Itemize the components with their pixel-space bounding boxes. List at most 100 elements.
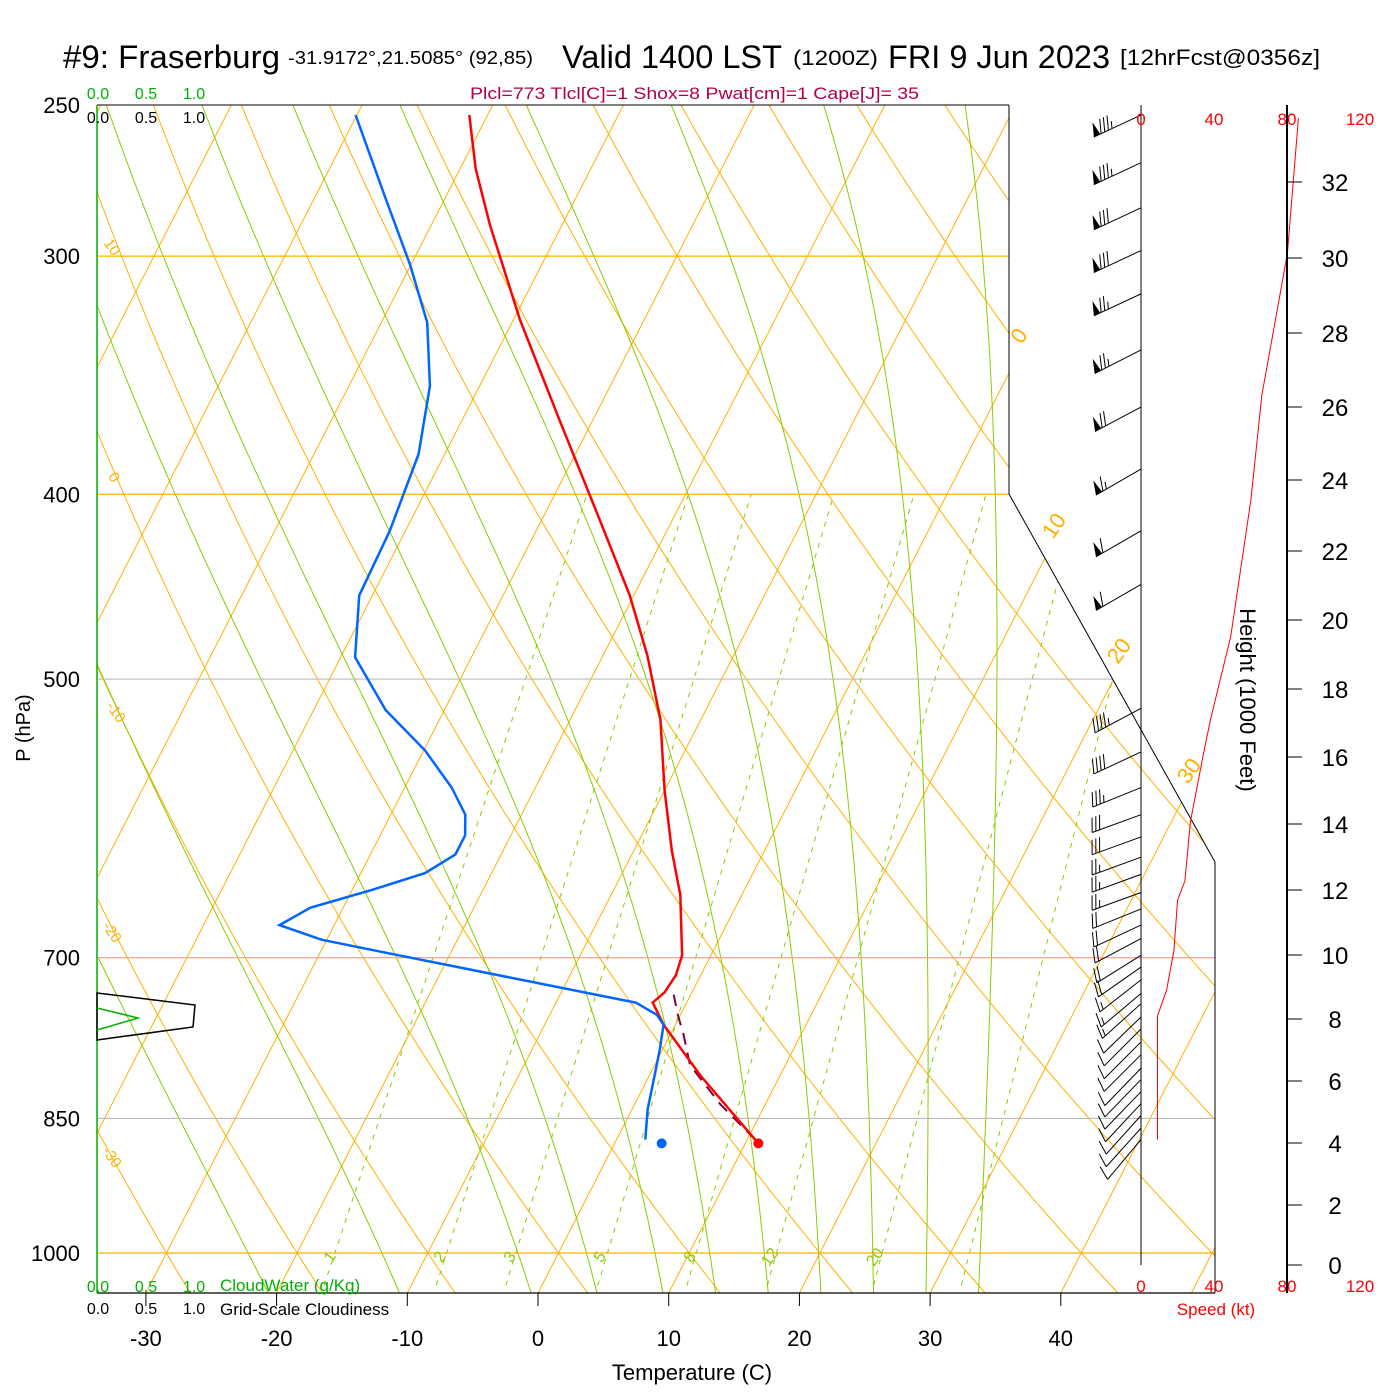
- barb-staff: [1091, 856, 1142, 876]
- barb-full: [1095, 1012, 1102, 1028]
- barb-staff: [1093, 162, 1142, 186]
- isotherm-line: [97, 105, 511, 1293]
- barb-flag: [1092, 214, 1101, 230]
- barb-full: [1099, 714, 1103, 730]
- barb-full: [1098, 1128, 1106, 1142]
- wind-barb: [1097, 1041, 1142, 1080]
- cloud-scale-label: 1.0: [183, 1279, 205, 1296]
- barb-full: [1099, 476, 1104, 492]
- mixing-ratio-line: [873, 494, 1082, 1286]
- temperature-tick-label: -10: [391, 1326, 423, 1351]
- speed-axis-title: Speed (kt): [1177, 1300, 1255, 1319]
- frame-right: [1008, 105, 1216, 1293]
- wind-barb: [1092, 349, 1142, 374]
- height-tick-label: 24: [1322, 468, 1349, 495]
- height-tick-label: 6: [1328, 1069, 1341, 1096]
- forecast-info: [12hrFcst@0356z]: [1120, 45, 1320, 70]
- barb-flag: [1092, 301, 1101, 316]
- wind-barb: [1093, 468, 1142, 496]
- moist-adiabat-line: [97, 105, 535, 1293]
- wind-barb: [1097, 1079, 1142, 1118]
- barb-full: [1106, 163, 1109, 178]
- barb-full: [1092, 717, 1096, 733]
- barb-staff: [1093, 207, 1142, 231]
- wind-barb: [1093, 966, 1142, 998]
- station-coords: -31.9172°,21.5085° (92,85): [288, 48, 533, 68]
- barb-staff: [1093, 924, 1142, 948]
- barb-full: [1102, 754, 1106, 769]
- barb-full: [1099, 412, 1103, 428]
- temperature-tick-label: 20: [787, 1326, 811, 1351]
- barb-staff: [1095, 530, 1142, 558]
- barb-staff: [1102, 1003, 1142, 1039]
- wind-barb: [1091, 892, 1142, 911]
- wind-barb: [1092, 207, 1142, 231]
- dry-adiabat-line: [140, 105, 860, 1293]
- barb-flag: [1092, 169, 1101, 185]
- barb-full: [1102, 295, 1106, 311]
- moist-adiabat-line: [384, 105, 770, 1293]
- barb-full: [1102, 209, 1106, 225]
- height-tick-label: 10: [1322, 943, 1349, 970]
- barb-full: [1097, 980, 1103, 995]
- height-tick-label: 4: [1328, 1131, 1341, 1158]
- barb-staff: [1094, 938, 1142, 964]
- temperature-tick-label: 0: [532, 1326, 544, 1351]
- barb-flag: [1092, 358, 1101, 374]
- dry-adiabat-line: [748, 105, 1215, 1293]
- barb-staff: [1091, 814, 1142, 833]
- isotherm-line: [97, 105, 380, 1293]
- mixing-ratio-line: [766, 494, 987, 1286]
- barb-staff: [1105, 1103, 1142, 1143]
- dry-adiabat-line: [97, 105, 462, 1293]
- isotherm-line: [97, 105, 250, 1293]
- sounding-profiles: [276, 114, 764, 1149]
- wind-barb: [1096, 1003, 1142, 1039]
- sounding-indices: Plcl=773 Tlcl[C]=1 Shox=8 Pwat[cm]=1 Cap…: [470, 84, 919, 103]
- zulu-time: (1200Z): [793, 47, 878, 70]
- barb-staff: [1103, 1016, 1142, 1054]
- wind-barb: [1091, 873, 1142, 893]
- barb-half: [1104, 481, 1107, 490]
- barb-full: [1091, 932, 1095, 948]
- moist-adiabat-line: [188, 105, 665, 1293]
- barb-flag: [1093, 480, 1103, 496]
- barb-full: [1099, 118, 1102, 134]
- barb-staff: [1094, 707, 1142, 734]
- moist-adiabat-line: [812, 105, 929, 1293]
- height-tick-label: 20: [1322, 608, 1349, 635]
- barb-full: [1099, 254, 1102, 270]
- barb-full: [1091, 792, 1094, 808]
- barb-staff: [1105, 1115, 1142, 1155]
- speed-tick-label-bottom: 40: [1205, 1277, 1224, 1296]
- wind-barb: [1097, 1016, 1142, 1054]
- mixing-ratio-line: [686, 494, 915, 1286]
- barb-full: [1097, 1065, 1105, 1079]
- barb-full: [1097, 1115, 1106, 1130]
- height-tick-label: 2: [1328, 1193, 1341, 1220]
- plot-frame: [96, 104, 1216, 1294]
- barb-staff: [1103, 1041, 1142, 1080]
- barb-staff: [1107, 1139, 1142, 1180]
- temperature-tick-label: -20: [261, 1326, 293, 1351]
- barb-flag: [1092, 416, 1102, 432]
- barb-staff: [1092, 787, 1142, 808]
- barb-full: [1097, 1039, 1105, 1054]
- station-title: #9: Fraserburg: [63, 39, 280, 75]
- wind-barb: [1097, 1054, 1142, 1092]
- pressure-tick-label: 300: [43, 244, 80, 269]
- wind-barb: [1097, 1067, 1142, 1106]
- moist-adiabat-line: [97, 105, 600, 1293]
- moist-adiabat-line: [656, 105, 875, 1293]
- barb-full: [1097, 1077, 1105, 1092]
- height-tick-label: 14: [1322, 812, 1349, 839]
- barb-full: [1095, 930, 1098, 946]
- wind-barb: [1099, 1139, 1142, 1180]
- barb-staff: [1099, 979, 1142, 1013]
- barb-full: [1094, 997, 1101, 1013]
- temperature-profile-line: [468, 114, 760, 1145]
- barb-staff: [1094, 406, 1142, 432]
- barb-half: [1107, 358, 1110, 367]
- cloud-scale-label: 0.5: [135, 110, 157, 127]
